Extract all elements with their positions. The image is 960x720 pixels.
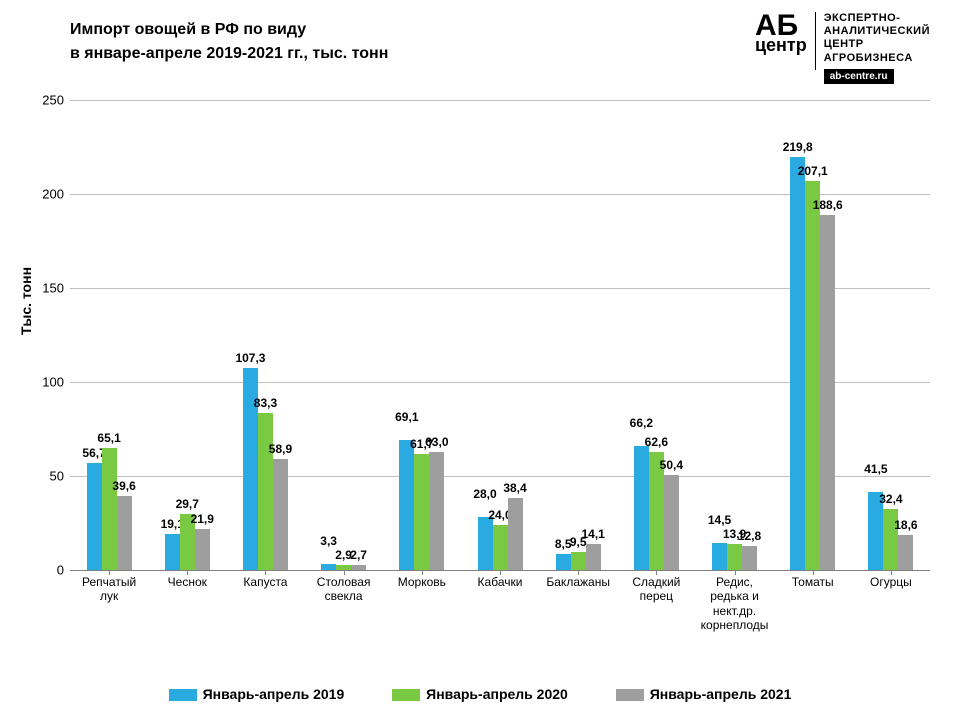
bar xyxy=(493,525,508,570)
gridline xyxy=(70,100,930,101)
bar xyxy=(790,157,805,570)
bar xyxy=(195,529,210,570)
bar xyxy=(165,534,180,570)
legend: Январь-апрель 2019 Январь-апрель 2020 Ян… xyxy=(0,686,960,702)
bar xyxy=(664,475,679,570)
bar-value-label: 188,6 xyxy=(813,198,843,212)
bar xyxy=(571,552,586,570)
y-axis-label: Тыс. тонн xyxy=(18,267,34,335)
bar xyxy=(742,546,757,570)
bar-value-label: 14,1 xyxy=(581,527,604,541)
category-label: Репчатыйлук xyxy=(67,575,151,604)
category-label: Морковь xyxy=(380,575,464,589)
bar xyxy=(478,517,493,570)
category-label: Огурцы xyxy=(849,575,933,589)
logo-text-1: ЭКСПЕРТНО- xyxy=(824,12,930,25)
bar-value-label: 12,8 xyxy=(738,529,761,543)
bar xyxy=(634,446,649,570)
legend-swatch-2019 xyxy=(169,689,197,701)
bar xyxy=(102,448,117,570)
bar-value-label: 21,9 xyxy=(191,512,214,526)
bar xyxy=(414,454,429,570)
category-label: Редис,редька инект.др.корнеплоды xyxy=(692,575,776,633)
legend-item-2019: Январь-апрель 2019 xyxy=(169,686,345,702)
category-label: Кабачки xyxy=(458,575,542,589)
bar xyxy=(273,459,288,570)
logo-left: АБ центр xyxy=(755,12,807,56)
bar-value-label: 207,1 xyxy=(798,164,828,178)
legend-swatch-2021 xyxy=(616,689,644,701)
bar-value-label: 38,4 xyxy=(503,481,526,495)
title-line2: в январе-апреле 2019-2021 гг., тыс. тонн xyxy=(70,42,388,66)
bar-value-label: 18,6 xyxy=(894,518,917,532)
bar xyxy=(87,463,102,570)
bar xyxy=(321,564,336,570)
bar-value-label: 29,7 xyxy=(176,497,199,511)
logo-text-3: ЦЕНТР xyxy=(824,38,930,51)
bar xyxy=(712,543,727,570)
bar xyxy=(351,565,366,570)
bar xyxy=(508,498,523,570)
bar xyxy=(429,452,444,570)
logo: АБ центр ЭКСПЕРТНО- АНАЛИТИЧЕСКИЙ ЦЕНТР … xyxy=(755,12,930,84)
logo-url: ab-centre.ru xyxy=(824,69,894,84)
bar xyxy=(805,181,820,570)
y-tick-label: 100 xyxy=(42,375,64,390)
bar xyxy=(586,544,601,571)
legend-item-2021: Январь-апрель 2021 xyxy=(616,686,792,702)
title-line1: Импорт овощей в РФ по виду xyxy=(70,18,388,42)
bar xyxy=(727,544,742,570)
chart-plot-area: 05010015020025056,765,139,6Репчатыйлук19… xyxy=(70,100,930,570)
bar-value-label: 62,6 xyxy=(645,435,668,449)
chart-title: Импорт овощей в РФ по виду в январе-апре… xyxy=(70,18,388,66)
bar xyxy=(898,535,913,570)
bar-value-label: 2,7 xyxy=(350,548,367,562)
bar-value-label: 39,6 xyxy=(112,479,135,493)
category-label: Чеснок xyxy=(145,575,229,589)
bar xyxy=(820,215,835,570)
bar-value-label: 58,9 xyxy=(269,442,292,456)
y-tick-label: 150 xyxy=(42,281,64,296)
category-label: Сладкийперец xyxy=(614,575,698,604)
logo-divider xyxy=(815,12,816,70)
bar xyxy=(117,496,132,570)
bar xyxy=(258,413,273,570)
bar-value-label: 66,2 xyxy=(630,416,653,430)
logo-text-2: АНАЛИТИЧЕСКИЙ xyxy=(824,25,930,38)
bar-value-label: 3,3 xyxy=(320,534,337,548)
category-label: Столоваясвекла xyxy=(302,575,386,604)
bar-value-label: 65,1 xyxy=(97,431,120,445)
bar-value-label: 219,8 xyxy=(783,140,813,154)
bar-value-label: 83,3 xyxy=(254,396,277,410)
logo-right: ЭКСПЕРТНО- АНАЛИТИЧЕСКИЙ ЦЕНТР АГРОБИЗНЕ… xyxy=(824,12,930,84)
bar-value-label: 69,1 xyxy=(395,410,418,424)
y-tick-label: 200 xyxy=(42,187,64,202)
category-label: Томаты xyxy=(771,575,855,589)
bar-value-label: 41,5 xyxy=(864,462,887,476)
y-tick-label: 0 xyxy=(57,563,64,578)
bar xyxy=(556,554,571,570)
category-label: Баклажаны xyxy=(536,575,620,589)
y-tick-label: 50 xyxy=(50,469,64,484)
bar-value-label: 63,0 xyxy=(425,435,448,449)
logo-text-4: АГРОБИЗНЕСА xyxy=(824,52,930,65)
logo-center: центр xyxy=(755,35,807,56)
bar-value-label: 50,4 xyxy=(660,458,683,472)
bar-value-label: 28,0 xyxy=(473,487,496,501)
bar xyxy=(399,440,414,570)
bar-value-label: 107,3 xyxy=(235,351,265,365)
category-label: Капуста xyxy=(223,575,307,589)
bar-value-label: 32,4 xyxy=(879,492,902,506)
bar-value-label: 14,5 xyxy=(708,513,731,527)
legend-item-2020: Январь-апрель 2020 xyxy=(392,686,568,702)
legend-swatch-2020 xyxy=(392,689,420,701)
y-tick-label: 250 xyxy=(42,93,64,108)
